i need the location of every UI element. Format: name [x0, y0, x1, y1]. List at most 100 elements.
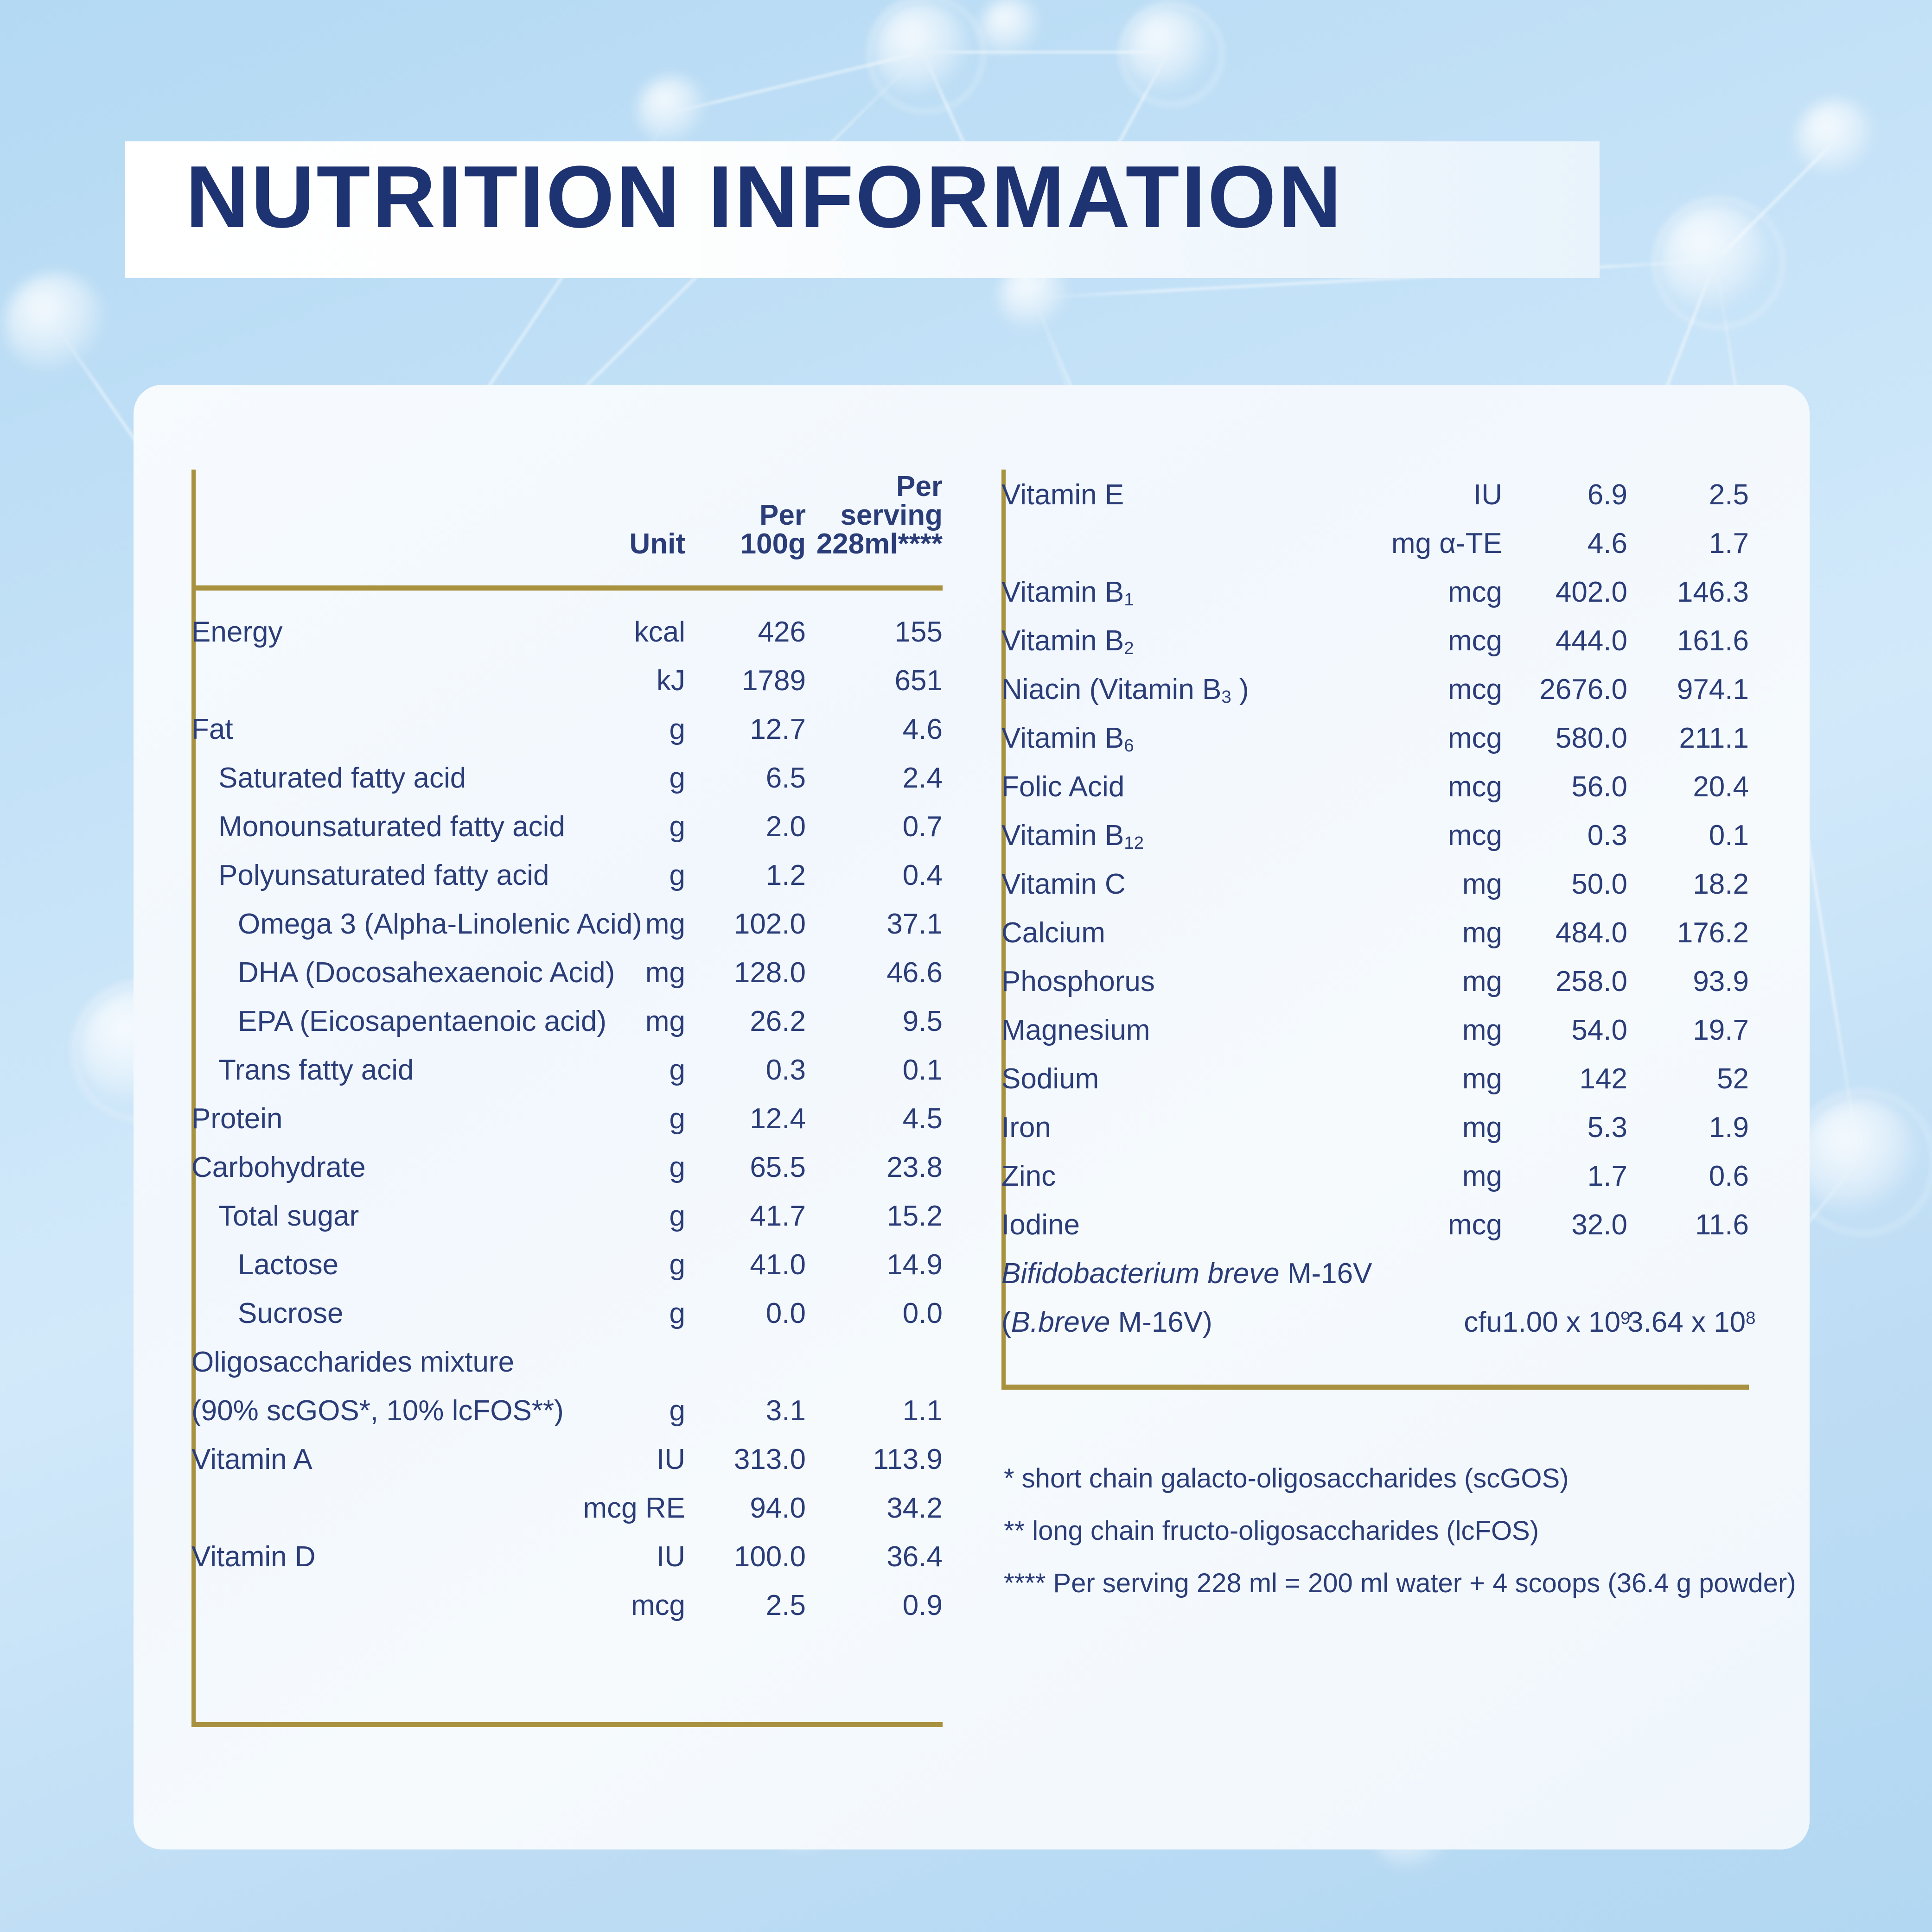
- row-unit: mcg RE: [583, 1492, 685, 1524]
- row-per-100g: 1.00 x 109: [1502, 1306, 1631, 1338]
- row-unit: g: [669, 1297, 685, 1329]
- row-per-serving: 155: [894, 616, 943, 648]
- table-row: Energy kcal 426 155: [191, 618, 943, 667]
- molecule-ring-icon: [867, 0, 985, 113]
- row-label: Lactose: [238, 1249, 339, 1281]
- row-unit: g: [669, 762, 685, 794]
- row-per-serving: 37.1: [886, 908, 943, 940]
- table-row: Iron mg 5.3 1.9: [1001, 1113, 1749, 1162]
- table-row: Bifidobacterium breve M-16V: [1001, 1259, 1749, 1308]
- row-label: Vitamin E: [1001, 479, 1124, 511]
- molecule-ring-icon: [1120, 2, 1224, 106]
- row-label: DHA (Docosahexaenoic Acid): [238, 957, 615, 989]
- row-unit: g: [669, 1054, 685, 1086]
- footnote-1: * short chain galacto-oligosaccharides (…: [1004, 1463, 1569, 1493]
- row-label: Oligosaccharides mixture: [191, 1346, 515, 1378]
- row-label: Iron: [1001, 1112, 1051, 1144]
- row-label: Calcium: [1001, 917, 1105, 949]
- row-label: [191, 1591, 544, 1640]
- row-per-serving: 0.4: [902, 859, 943, 891]
- table-row: Vitamin D IU 100.0 36.4: [191, 1543, 943, 1591]
- row-unit: IU: [1473, 479, 1502, 511]
- row-label: Iodine: [1001, 1209, 1080, 1241]
- row-per-100g: 0.3: [1587, 820, 1627, 852]
- row-label: Energy: [191, 616, 283, 648]
- row-per-serving: 3.64 x 108: [1627, 1306, 1756, 1338]
- table-left-bottom-rule: [191, 1722, 943, 1727]
- row-unit: g: [669, 1395, 685, 1427]
- row-unit: mcg: [1447, 674, 1502, 705]
- row-unit: kJ: [657, 665, 685, 697]
- row-unit: [544, 1348, 685, 1397]
- row-per-serving: [1627, 1259, 1749, 1308]
- row-per-100g: 32.0: [1571, 1209, 1627, 1241]
- table-row: Vitamin B6 mcg 580.0 211.1: [1001, 724, 1749, 773]
- row-per-serving: 15.2: [886, 1200, 943, 1232]
- table-row: Protein g 12.4 4.5: [191, 1105, 943, 1153]
- row-label: Fat: [191, 713, 233, 745]
- row-per-100g: 142: [1579, 1063, 1627, 1095]
- table-row: mcg RE 94.0 34.2: [191, 1494, 943, 1543]
- row-label: EPA (Eicosapentaenoic acid): [238, 1005, 606, 1037]
- row-per-serving: 0.1: [902, 1054, 943, 1086]
- row-per-serving: 11.6: [1695, 1209, 1749, 1241]
- table-row: Total sugar g 41.7 15.2: [191, 1202, 943, 1251]
- row-unit: mg α-TE: [1391, 527, 1502, 559]
- header-spacer: [685, 472, 806, 501]
- row-per-100g: 1.2: [765, 859, 806, 891]
- table-row: Sucrose g 0.0 0.0: [191, 1299, 943, 1348]
- table-right-body: Vitamin E IU 6.9 2.5 mg α-TE 4.6 1.7 Vitamin B1…: [1001, 470, 1756, 1357]
- table-row: Fat g 12.7 4.6: [191, 715, 943, 764]
- row-label: Vitamin C: [1001, 868, 1126, 900]
- row-label: Phosphorus: [1001, 966, 1155, 998]
- row-unit: g: [669, 713, 685, 745]
- row-per-serving: 974.1: [1677, 674, 1749, 705]
- row-label: Omega 3 (Alpha-Linolenic Acid): [238, 908, 642, 940]
- table-row: Omega 3 (Alpha-Linolenic Acid) mg 102.0 37.…: [191, 910, 943, 959]
- row-label: (90% scGOS*, 10% lcFOS**): [191, 1395, 564, 1427]
- row-per-100g: 0.0: [765, 1297, 806, 1329]
- row-label: [191, 667, 544, 715]
- table-row: kJ 1789 651: [191, 667, 943, 715]
- row-unit: mg: [1462, 1160, 1502, 1192]
- row-per-100g: 41.0: [750, 1249, 806, 1281]
- row-per-100g: 94.0: [750, 1492, 806, 1524]
- row-unit: mg: [1462, 917, 1502, 949]
- row-label: Monounsaturated fatty acid: [218, 811, 565, 843]
- row-unit: mcg: [1447, 625, 1502, 657]
- row-per-100g: 1.7: [1587, 1160, 1627, 1192]
- row-per-serving: 52: [1717, 1063, 1749, 1095]
- table-row: Zinc mg 1.7 0.6: [1001, 1162, 1749, 1211]
- row-unit: g: [669, 859, 685, 891]
- row-per-serving: [806, 1348, 943, 1397]
- page-title: NUTRITION INFORMATION: [185, 148, 1344, 246]
- row-per-serving: 2.5: [1709, 479, 1749, 511]
- table-row: Calcium mg 484.0 176.2: [1001, 919, 1749, 967]
- table-row: Phosphorus mg 258.0 93.9: [1001, 967, 1749, 1016]
- row-unit: g: [669, 1200, 685, 1232]
- row-unit: g: [669, 1103, 685, 1135]
- row-per-serving: 23.8: [886, 1151, 943, 1183]
- row-per-serving: 4.5: [902, 1103, 943, 1135]
- row-per-100g: 50.0: [1571, 868, 1627, 900]
- row-per-100g: 102.0: [733, 908, 806, 940]
- row-per-serving: 211.1: [1679, 722, 1749, 754]
- row-label: Sodium: [1001, 1063, 1099, 1095]
- row-per-serving: 9.5: [902, 1005, 943, 1037]
- header-spacer: [191, 472, 544, 501]
- row-unit: g: [669, 1249, 685, 1281]
- row-per-100g: 484.0: [1555, 917, 1627, 949]
- header-unit: Unit: [629, 528, 685, 560]
- row-per-serving: 1.9: [1709, 1112, 1749, 1144]
- row-label: Magnesium: [1001, 1014, 1150, 1046]
- row-label: [1001, 529, 1345, 578]
- table-row: Vitamin C mg 50.0 18.2: [1001, 870, 1749, 919]
- row-unit: mcg: [1447, 722, 1502, 754]
- table-row: Vitamin B1 mcg 402.0 146.3: [1001, 578, 1749, 627]
- table-right-border-rule: [1001, 470, 1006, 1390]
- table-header-row-1: Per: [191, 472, 943, 501]
- table-row: Vitamin B12 mcg 0.3 0.1: [1001, 821, 1749, 870]
- row-per-100g: 5.3: [1587, 1112, 1627, 1144]
- footnote-2: ** long chain fructo-oligosaccharides (l…: [1004, 1515, 1539, 1546]
- row-per-serving: 161.6: [1677, 625, 1749, 657]
